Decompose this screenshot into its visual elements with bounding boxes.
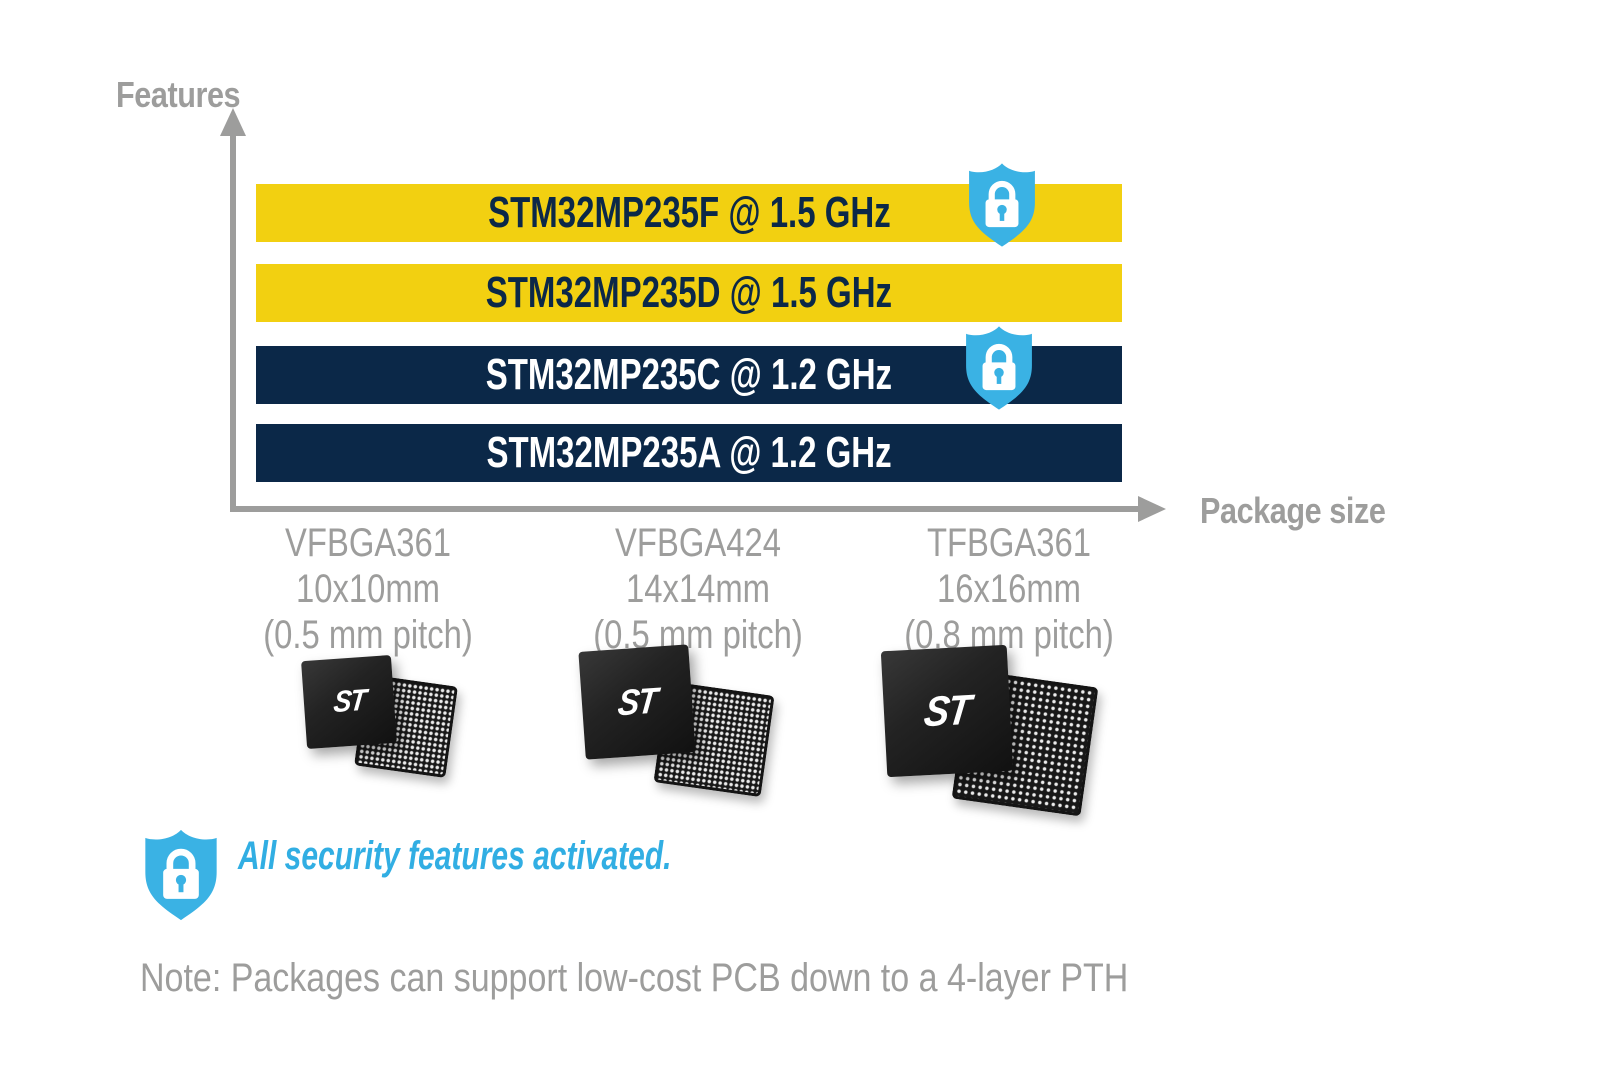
st-logo: ST <box>921 685 973 736</box>
package-pitch: (0.5 mm pitch) <box>263 613 473 657</box>
security-shield-lock-icon <box>969 163 1035 247</box>
security-shield-lock-icon <box>145 829 217 921</box>
package-label-tfbga361: TFBGA361 16x16mm (0.8 mm pitch) <box>870 520 1149 658</box>
st-logo: ST <box>331 683 367 720</box>
y-axis-arrowhead-icon <box>220 108 246 136</box>
chip-top-side-image: ST <box>880 644 1014 778</box>
y-axis-line <box>230 134 236 512</box>
package-size: 10x10mm <box>295 567 441 611</box>
x-axis-label: Package size <box>1200 490 1386 531</box>
x-axis-line <box>230 506 1142 512</box>
security-legend-text: All security features activated. <box>238 834 672 878</box>
package-name: VFBGA361 <box>285 521 451 565</box>
package-size: 14x14mm <box>625 567 771 611</box>
security-shield-lock-icon <box>966 326 1032 410</box>
st-logo: ST <box>616 679 659 724</box>
product-bar-stm32mp235d: STM32MP235D @ 1.5 GHz <box>256 264 1122 322</box>
package-name: TFBGA361 <box>926 521 1092 565</box>
package-name: VFBGA424 <box>615 521 781 565</box>
product-bar-label: STM32MP235F @ 1.5 GHz <box>487 188 891 237</box>
product-bar-stm32mp235a: STM32MP235A @ 1.2 GHz <box>256 424 1122 482</box>
chip-top-side-image: ST <box>578 644 696 760</box>
product-bar-label: STM32MP235A @ 1.2 GHz <box>486 428 892 477</box>
footnote-text: Note: Packages can support low-cost PCB … <box>140 956 1129 1000</box>
product-bar-label: STM32MP235C @ 1.2 GHz <box>485 350 893 399</box>
package-size: 16x16mm <box>936 567 1082 611</box>
y-axis-label: Features <box>116 74 241 115</box>
package-label-vfbga361: VFBGA361 10x10mm (0.5 mm pitch) <box>229 520 508 658</box>
product-bar-label: STM32MP235D @ 1.5 GHz <box>485 268 893 317</box>
package-label-vfbga424: VFBGA424 14x14mm (0.5 mm pitch) <box>559 520 838 658</box>
x-axis-arrowhead-icon <box>1138 496 1166 522</box>
chip-top-side-image: ST <box>301 654 397 750</box>
